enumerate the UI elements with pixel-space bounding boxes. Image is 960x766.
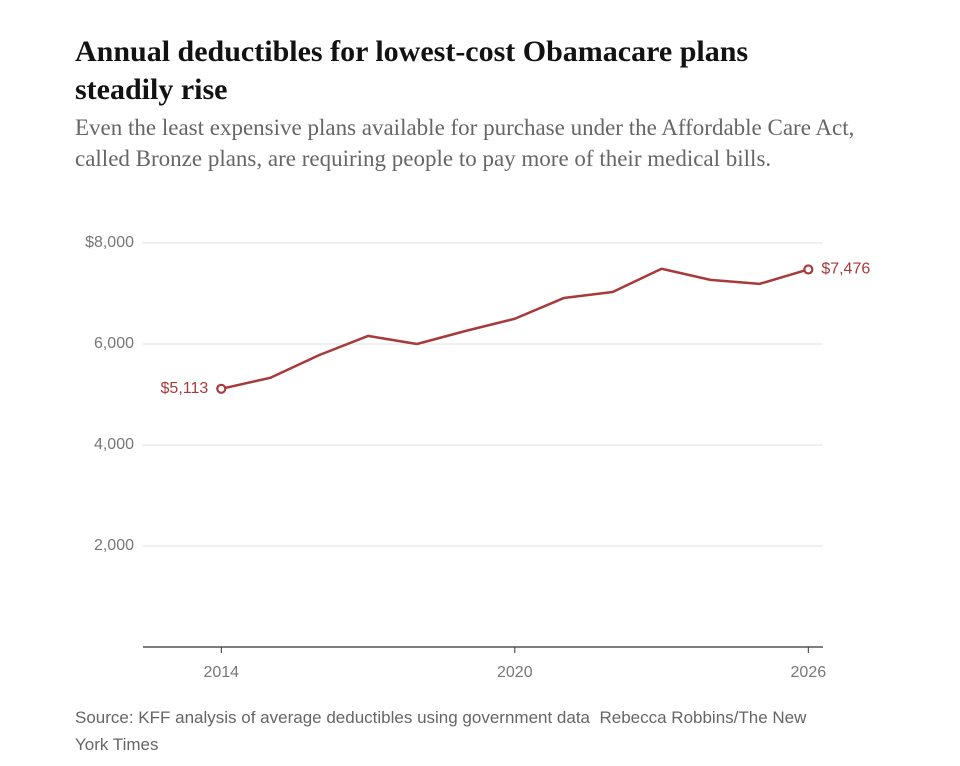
source: Source: KFF analysis of average deductib… bbox=[75, 708, 591, 727]
y-tick-label: $8,000 bbox=[85, 234, 134, 251]
x-tick-label: 2020 bbox=[497, 664, 533, 681]
chart-title: Annual deductibles for lowest-cost Obama… bbox=[75, 35, 749, 106]
x-tick-label: 2014 bbox=[203, 664, 239, 681]
y-tick-label: 4,000 bbox=[94, 436, 134, 453]
credit: Rebecca Robbins/The New York Times bbox=[75, 708, 807, 754]
value-label: $5,113 bbox=[161, 380, 209, 397]
value-label: $7,476 bbox=[821, 261, 870, 278]
y-tick-label: 6,000 bbox=[94, 335, 134, 352]
chart-subtitle: Even the least expensive plans available… bbox=[75, 115, 855, 171]
y-tick-label: 2,000 bbox=[94, 537, 134, 554]
source-note: Source: KFF analysis of average deductib… bbox=[75, 704, 815, 758]
x-tick-label: 2026 bbox=[791, 664, 827, 681]
data-line bbox=[220, 267, 809, 391]
end-point bbox=[216, 383, 227, 394]
end-point bbox=[803, 264, 814, 275]
